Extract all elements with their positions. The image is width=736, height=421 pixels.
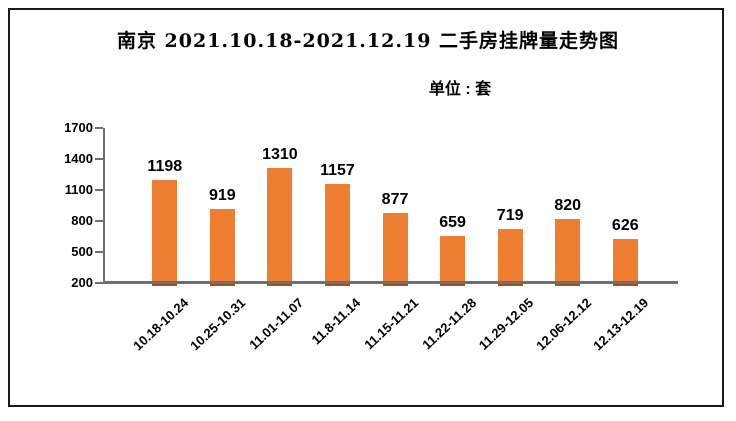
bar-value-label: 820 [554,196,582,214]
bar-slot: 659 11.22-11.28 [419,128,482,353]
y-axis-tick [95,251,103,253]
bar-slot: 1310 11.01-11.07 [246,128,309,352]
y-axis-line [103,128,105,284]
y-axis-label: 500 [71,244,93,259]
bar [324,184,350,286]
y-axis-tick [95,220,103,222]
chart-title: 南京 2021.10.18-2021.12.19 二手房挂牌量走势图 [116,30,620,52]
bar-value-label: 1198 [147,157,183,175]
bar-slot: 820 12.06-12.12 [533,128,597,353]
bar-value-label: 719 [496,207,524,225]
bar-value-label: 659 [439,213,466,231]
bar-slot: 1198 10.18-10.24 [130,128,194,353]
bar-value-label: 1157 [320,162,355,180]
bar [209,208,235,286]
bar [612,238,638,286]
bar [555,218,581,286]
bar-group: 1198 10.18-10.24 919 10.25-10.31 1310 11.01-1… [103,128,678,354]
plot-area: 1198 10.18-10.24 919 10.25-10.31 1310 11.01-1… [64,120,678,354]
y-axis-label: 1700 [64,120,93,135]
bar [382,213,408,286]
bar-value-label: 626 [611,216,639,234]
bar [440,235,466,286]
unit-label: 单位 : 套 [428,81,492,98]
bar [152,179,178,286]
bar-value-label: 877 [381,191,409,209]
y-axis-label: 200 [71,275,93,290]
x-axis-line [103,281,678,284]
y-axis-label: 1400 [64,151,93,166]
bar [267,168,293,286]
bar-slot: 626 12.13-12.19 [591,128,655,353]
bar [497,229,523,286]
bar-slot: 1157 11.8-11.14 [309,128,367,347]
y-axis-label: 1100 [64,182,93,197]
y-axis-tick [95,127,103,129]
bar-value-label: 1310 [262,146,298,164]
bar-slot: 919 10.25-10.31 [188,128,252,354]
bar-slot: 719 11.29-12.05 [476,128,539,352]
y-axis-tick [95,189,103,191]
y-axis-tick [95,282,103,284]
y-axis-label: 800 [71,213,93,228]
bar-value-label: 919 [208,186,236,204]
y-axis-tick [95,158,103,160]
bar-slot: 877 11.15-11.21 [361,128,424,352]
